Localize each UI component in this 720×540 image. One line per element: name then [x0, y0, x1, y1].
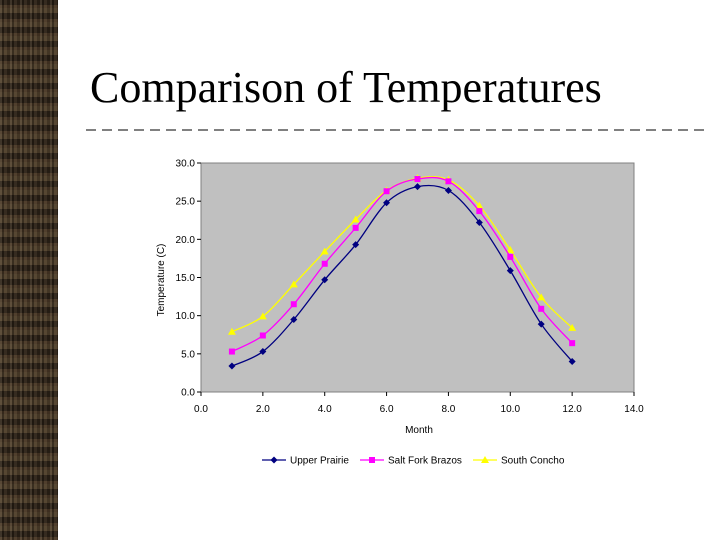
data-point-south-concho [227, 327, 236, 335]
series-line-upper-prairie [231, 184, 573, 367]
data-point-south-concho [351, 215, 360, 223]
x-tick-label: 2.0 [256, 404, 270, 415]
decorative-wood-stripe [0, 0, 58, 540]
x-tick-label: 8.0 [441, 404, 455, 415]
y-tick-label: 30.0 [176, 159, 196, 170]
x-tick-label: 6.0 [380, 404, 394, 415]
y-tick-label: 15.0 [176, 273, 196, 284]
data-point-salt-fork-brazos [290, 301, 297, 308]
data-point-upper-prairie [537, 320, 545, 328]
series-salt-fork-brazos [228, 176, 576, 355]
data-point-salt-fork-brazos [414, 176, 421, 183]
data-point-upper-prairie [352, 241, 360, 249]
y-tick-label: 5.0 [181, 349, 195, 360]
data-point-upper-prairie [259, 348, 267, 356]
legend-item-upper-prairie: Upper Prairie [262, 456, 349, 467]
data-point-salt-fork-brazos [569, 340, 576, 347]
data-point-salt-fork-brazos [383, 188, 390, 195]
y-tick-label: 25.0 [176, 197, 196, 208]
data-point-salt-fork-brazos [228, 348, 235, 355]
data-point-salt-fork-brazos [476, 208, 483, 215]
legend-marker-south-concho [481, 456, 489, 463]
x-tick-label: 4.0 [318, 404, 332, 415]
legend-label-south-concho: South Concho [501, 456, 565, 467]
data-point-salt-fork-brazos [352, 224, 359, 231]
legend-label-salt-fork-brazos: Salt Fork Brazos [388, 456, 462, 467]
x-tick-label: 0.0 [194, 404, 208, 415]
data-point-south-concho [568, 323, 577, 331]
legend-item-salt-fork-brazos: Salt Fork Brazos [360, 456, 462, 467]
data-point-upper-prairie [290, 315, 298, 323]
y-tick-label: 0.0 [181, 388, 195, 399]
data-point-upper-prairie [414, 183, 421, 191]
x-tick-label: 12.0 [562, 404, 582, 415]
data-point-upper-prairie [383, 199, 391, 207]
legend-marker-upper-prairie [270, 456, 278, 464]
data-point-upper-prairie [475, 219, 483, 227]
data-point-upper-prairie [568, 357, 576, 365]
x-tick-label: 14.0 [624, 404, 644, 415]
title-divider [86, 129, 710, 131]
x-axis-title: Month [405, 425, 433, 436]
series-upper-prairie [228, 183, 576, 370]
data-point-salt-fork-brazos [259, 332, 266, 339]
data-point-salt-fork-brazos [445, 178, 452, 185]
x-tick-label: 10.0 [501, 404, 521, 415]
slide-title: Comparison of Temperatures [90, 63, 602, 112]
legend-item-south-concho: South Concho [473, 456, 565, 467]
data-point-south-concho [320, 247, 329, 255]
data-point-south-concho [506, 246, 515, 254]
y-tick-label: 20.0 [176, 235, 196, 246]
legend-label-upper-prairie: Upper Prairie [290, 456, 349, 467]
plot-area [200, 162, 635, 393]
y-axis-title: Temperature (C) [156, 244, 167, 317]
legend-marker-salt-fork-brazos [369, 457, 375, 463]
y-tick-label: 10.0 [176, 311, 196, 322]
data-point-upper-prairie [444, 186, 452, 194]
data-point-upper-prairie [321, 276, 329, 284]
data-point-upper-prairie [228, 362, 236, 370]
data-point-south-concho [289, 280, 298, 288]
data-point-salt-fork-brazos [507, 253, 514, 260]
data-point-salt-fork-brazos [538, 305, 545, 312]
data-point-salt-fork-brazos [321, 260, 328, 267]
data-point-south-concho [258, 312, 267, 320]
data-point-south-concho [475, 201, 484, 209]
chart-legend: Upper Prairie Salt Fork Brazos South Conch… [262, 456, 565, 467]
data-point-south-concho [537, 293, 546, 301]
data-point-upper-prairie [506, 267, 514, 275]
